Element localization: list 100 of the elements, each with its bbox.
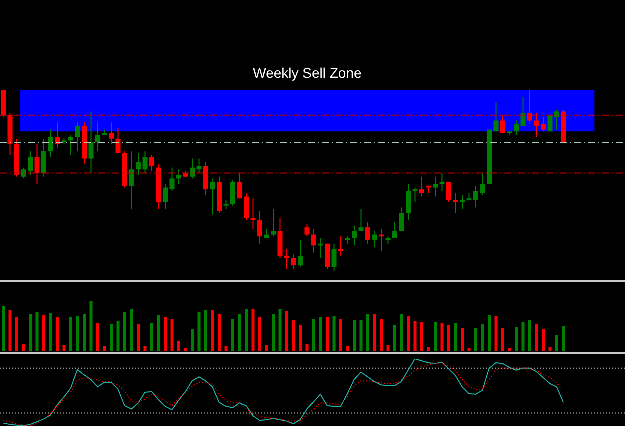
bar [22,344,26,351]
bar [562,326,566,351]
bar [420,322,424,351]
bar [232,319,234,351]
candlestick [48,129,54,158]
bar [299,326,302,351]
candlestick [433,176,438,198]
bar [164,317,167,351]
bar [440,323,444,351]
bar [508,348,512,351]
bar [36,312,39,351]
candlestick [190,158,195,180]
bar [8,310,12,351]
candlestick [224,200,229,210]
bar [265,346,268,351]
bar [340,320,342,351]
candlestick [258,210,262,244]
candlestick [42,138,46,178]
bar [178,342,180,351]
candlestick [88,111,94,174]
candlestick [325,243,330,270]
bar [278,310,282,351]
bar [312,319,316,351]
bar [29,314,32,351]
candlestick [150,154,154,172]
bar [76,316,80,351]
bar [319,317,322,351]
bar [150,323,154,351]
candlestick [406,184,411,221]
candlestick [332,243,337,271]
bar [170,319,174,351]
bar [191,329,194,351]
bar [366,314,370,351]
bar [556,335,558,351]
bar [124,312,126,351]
bar [49,314,52,351]
bar [522,322,525,351]
candlestick [196,158,202,174]
bar [535,324,538,351]
candlestick [163,184,168,210]
bar [360,320,363,351]
bar [238,314,242,351]
candlestick [298,240,303,268]
candlestick [68,134,74,156]
candlestick [142,151,148,174]
bar [16,318,18,351]
bar [528,320,532,351]
candlestick [264,228,270,239]
bar [346,346,350,351]
candlestick [494,102,499,132]
bar [252,310,255,351]
bar [110,324,113,351]
candlestick [55,122,60,148]
bar [515,327,518,351]
bar [454,323,458,351]
bar [542,329,545,351]
candlestick [446,182,452,203]
bar [494,316,498,351]
candlestick [500,114,506,134]
bar [488,315,491,351]
bar [103,346,106,351]
candlestick [34,144,40,185]
candlestick [528,90,532,124]
candlestick [312,228,316,254]
bar [2,306,5,351]
bar [245,310,248,351]
candlestick [176,169,182,185]
bar [394,325,396,351]
bar [62,345,66,351]
candlestick [210,178,216,216]
bar [286,311,288,351]
candlestick [230,180,236,206]
candlestick [129,151,134,210]
candlestick [366,222,370,244]
candlestick [271,208,276,238]
candlestick [420,176,424,198]
bar [481,324,484,351]
candlestick [204,162,208,196]
bar [211,310,214,351]
bar [448,326,450,351]
candlestick [284,248,290,270]
bar [70,317,72,351]
band-label: Weekly Sell Zone [253,65,362,81]
bar [137,324,140,351]
bar [474,328,478,351]
candlestick [136,152,141,176]
bar [116,321,120,351]
bar [427,348,430,351]
bar [434,322,437,351]
bar [400,314,404,351]
candlestick [480,172,486,196]
bar [461,328,464,351]
candlestick [392,222,398,239]
bar [414,321,417,351]
bar [224,346,228,351]
bar [332,316,336,351]
candlestick [291,254,296,270]
bar [548,348,552,351]
bar [292,320,296,351]
candlestick [96,122,100,152]
